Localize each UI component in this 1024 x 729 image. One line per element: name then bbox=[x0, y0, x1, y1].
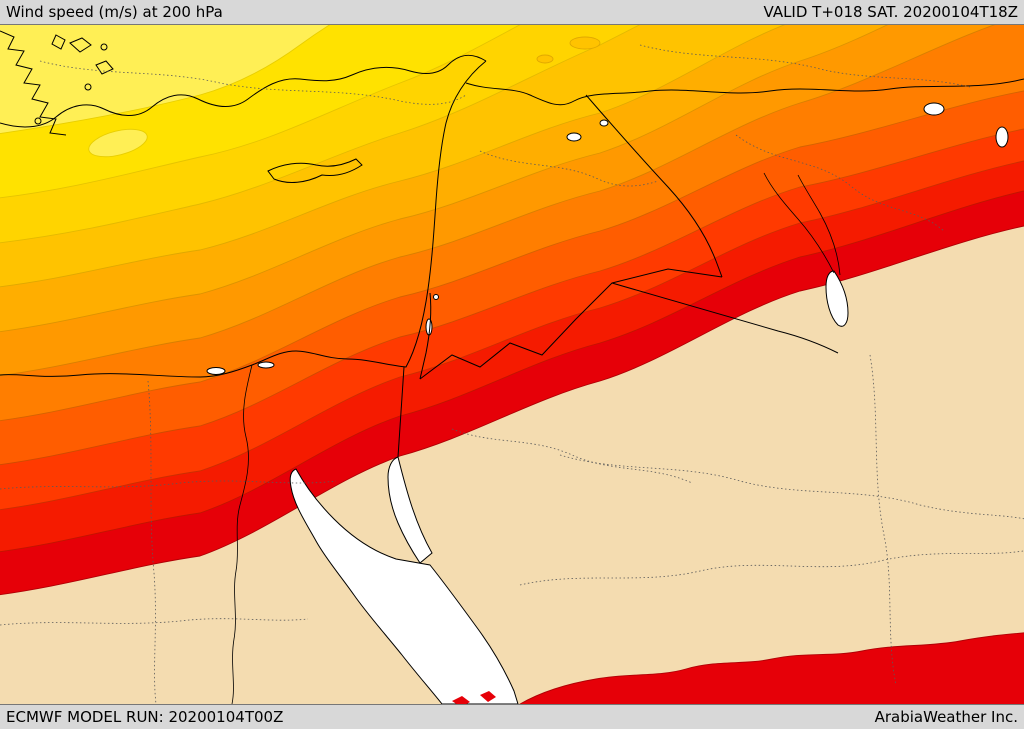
coastline-levant-egypt bbox=[0, 60, 487, 378]
dotted-border-9 bbox=[519, 550, 1024, 586]
south-red-specks bbox=[452, 691, 496, 704]
aegean-island-5 bbox=[34, 117, 42, 125]
red-sea bbox=[289, 468, 519, 704]
lake-van bbox=[923, 102, 945, 116]
gulf-of-aqaba bbox=[387, 456, 433, 564]
map-area bbox=[0, 24, 1024, 705]
contour-blob-top-1 bbox=[569, 36, 601, 50]
wind-band-south-red bbox=[519, 632, 1024, 704]
delta-lagoon-west bbox=[206, 367, 226, 375]
dotted-border-7 bbox=[0, 618, 309, 626]
aegean-island-4 bbox=[84, 83, 92, 91]
border-jordan-saudi-iraq bbox=[419, 282, 839, 380]
aegean-island-1 bbox=[69, 37, 92, 53]
wind-speed-bands bbox=[0, 25, 1024, 704]
border-jordan-iraq bbox=[611, 268, 723, 284]
lake-tuz bbox=[566, 132, 582, 142]
dotted-border-2 bbox=[639, 44, 971, 88]
delta-lagoon-east bbox=[257, 361, 275, 369]
dotted-border-11 bbox=[869, 354, 897, 686]
border-syria-iraq bbox=[585, 94, 723, 278]
brand-label: ArabiaWeather Inc. bbox=[874, 708, 1018, 726]
contour-blob-top-2 bbox=[536, 54, 554, 64]
wind-speed-map bbox=[0, 25, 1024, 704]
dotted-border-10 bbox=[451, 428, 693, 484]
dotted-border-6 bbox=[0, 480, 337, 490]
coastline-turkey-south bbox=[0, 54, 487, 128]
dotted-admin-borders bbox=[0, 44, 1024, 704]
water-bodies bbox=[206, 102, 1009, 704]
footer-bar: ECMWF MODEL RUN: 20200104T00Z ArabiaWeat… bbox=[0, 705, 1024, 729]
border-turkey-syria bbox=[465, 78, 1024, 106]
country-borders bbox=[397, 78, 1024, 458]
persian-gulf bbox=[825, 270, 849, 327]
dotted-border-5 bbox=[147, 380, 157, 704]
red-speck-2 bbox=[480, 691, 496, 702]
header-bar: Wind speed (m/s) at 200 hPa VALID T+018 … bbox=[0, 0, 1024, 24]
coastlines bbox=[0, 30, 841, 704]
aegean-island-3 bbox=[51, 34, 66, 50]
lake-turkey-small bbox=[599, 119, 609, 127]
red-speck-1 bbox=[452, 696, 470, 704]
coastline-cyprus bbox=[267, 158, 363, 183]
nile-river bbox=[231, 364, 253, 704]
contour-blob-bright bbox=[88, 128, 148, 158]
dotted-border-8 bbox=[559, 454, 1024, 520]
sea-of-galilee bbox=[433, 294, 439, 300]
map-title: Wind speed (m/s) at 200 hPa bbox=[6, 3, 223, 21]
lake-urmia bbox=[995, 126, 1009, 148]
dotted-border-1 bbox=[39, 60, 467, 105]
valid-time-label: VALID T+018 SAT. 20200104T18Z bbox=[763, 3, 1018, 21]
euphrates-river bbox=[763, 172, 835, 274]
model-run-label: ECMWF MODEL RUN: 20200104T00Z bbox=[6, 708, 284, 726]
wind-band-11 bbox=[0, 25, 331, 135]
tigris-river bbox=[797, 174, 841, 276]
border-egypt-israel bbox=[397, 366, 405, 458]
border-jordan-river bbox=[419, 292, 432, 380]
aegean-island-6 bbox=[100, 43, 108, 51]
